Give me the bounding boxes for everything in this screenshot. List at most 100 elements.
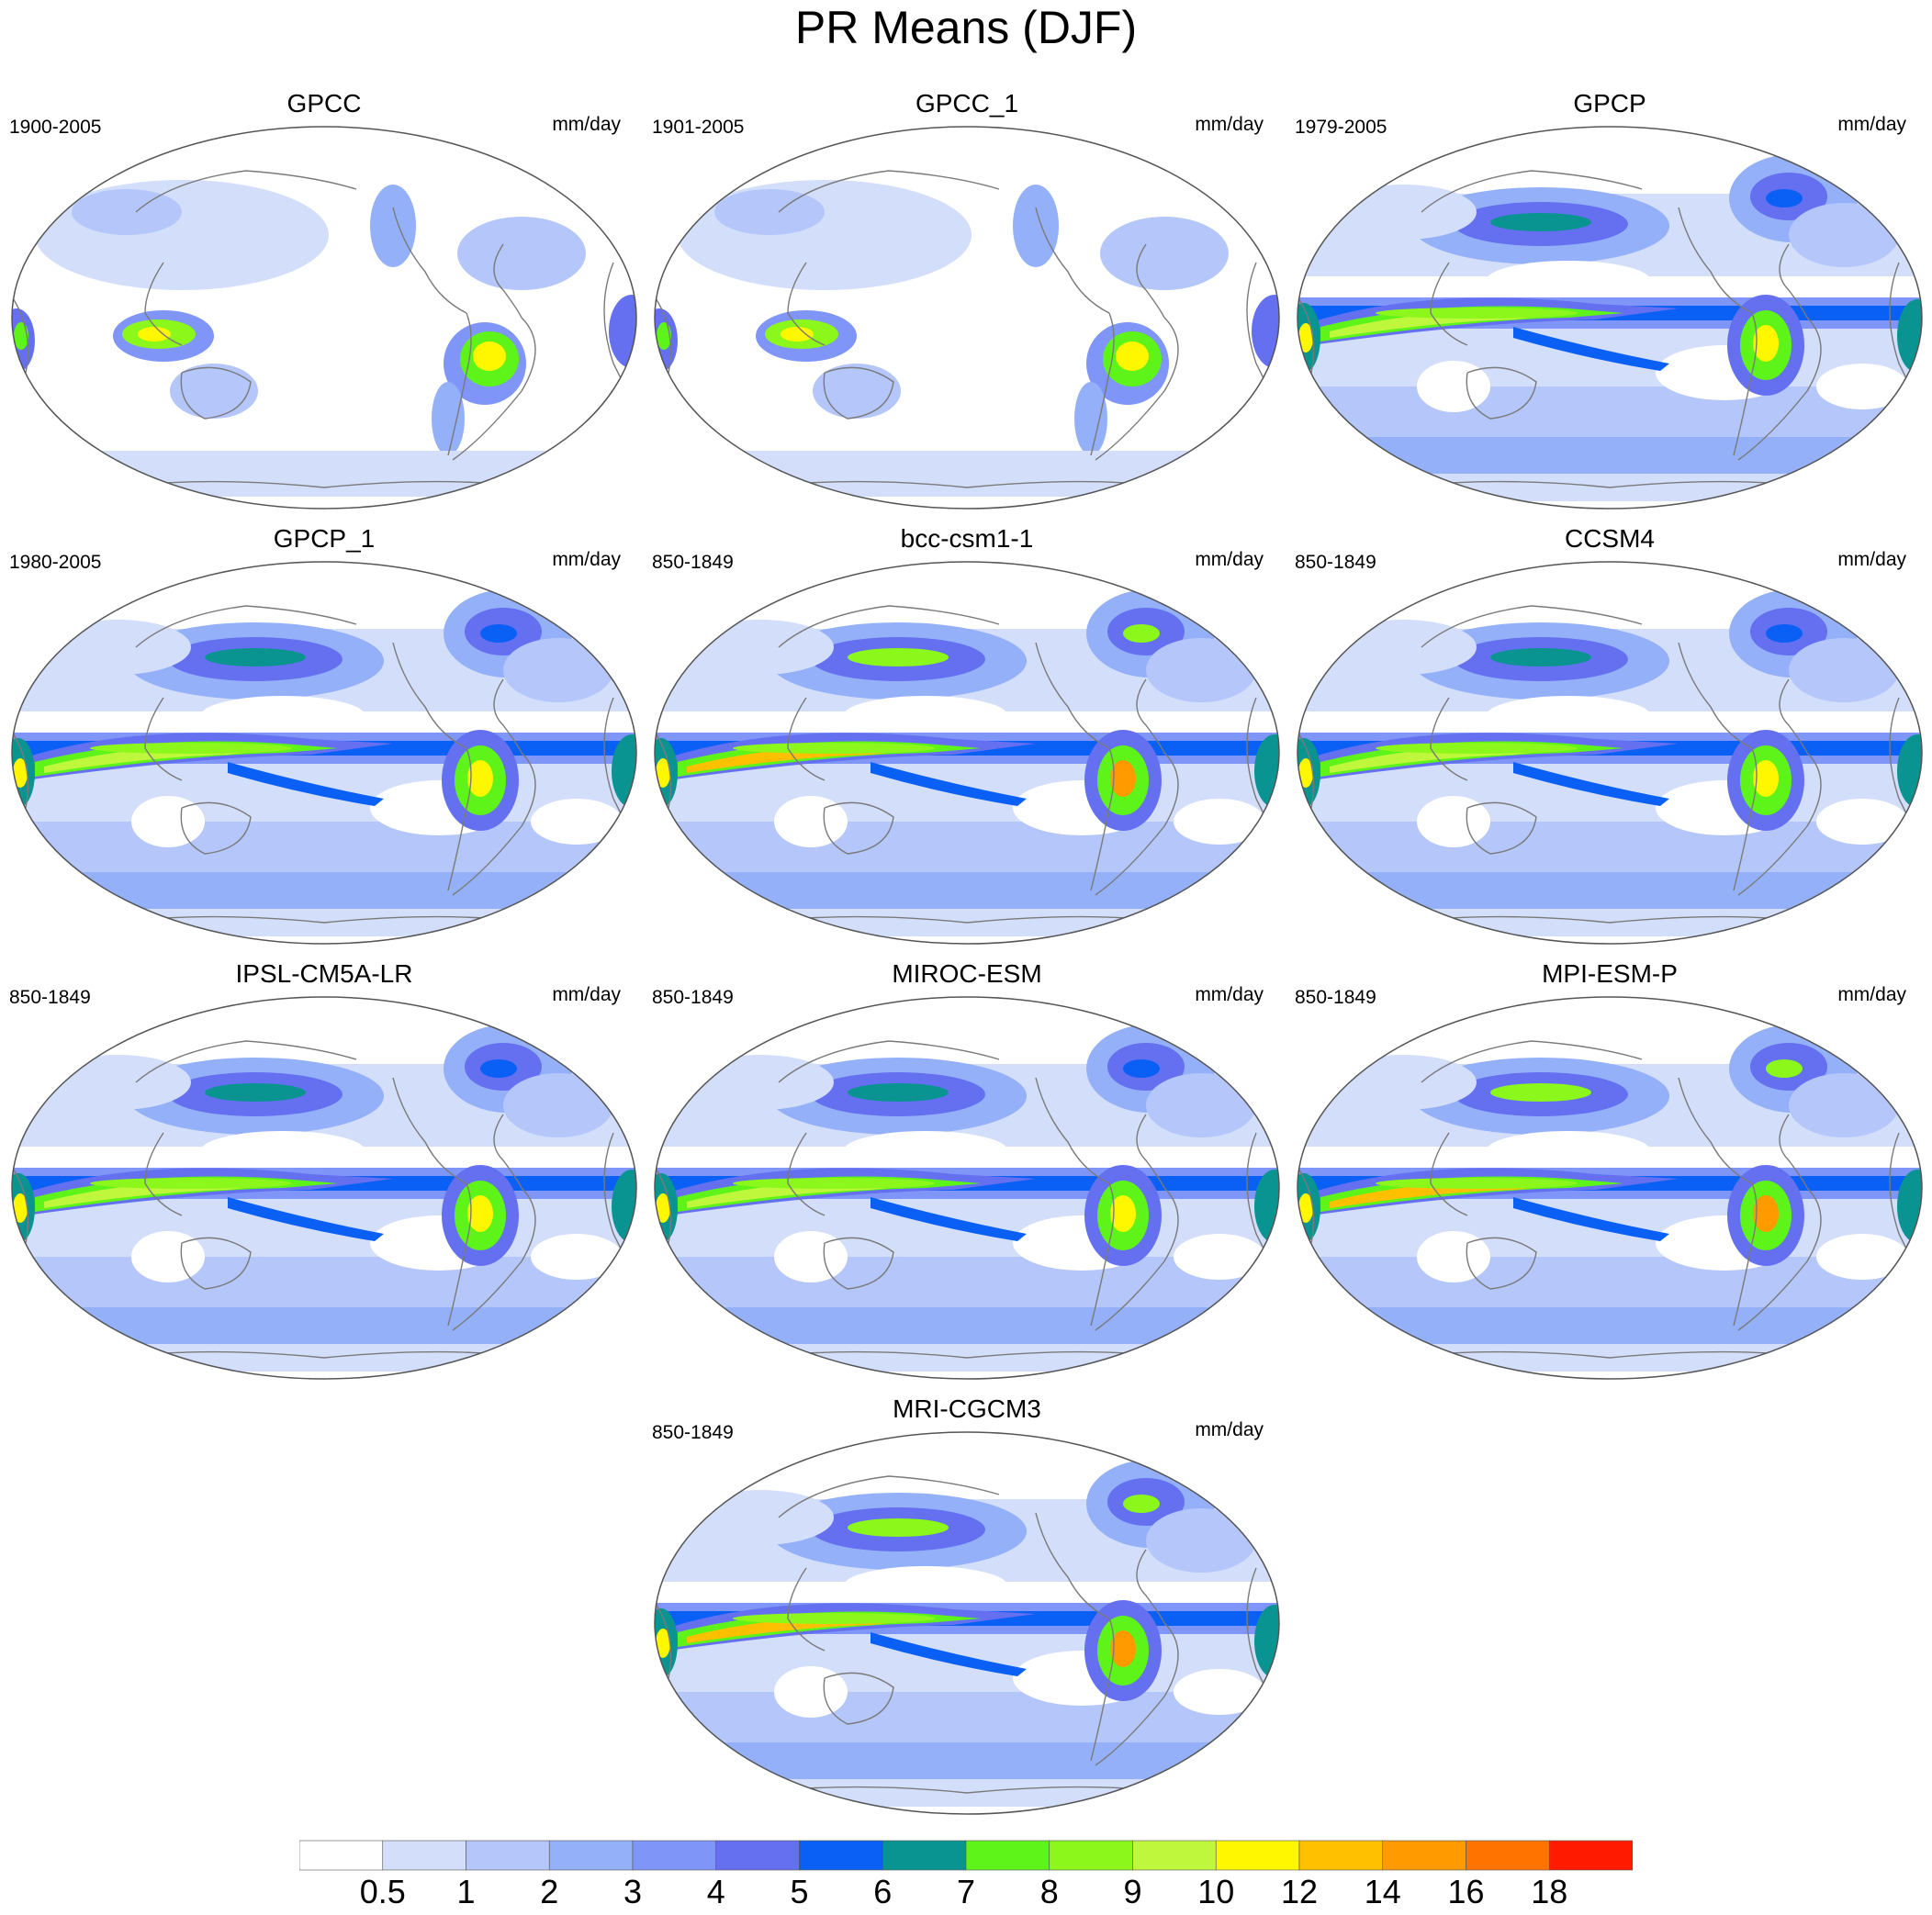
north-america-east-coast — [1136, 678, 1165, 754]
colorbar-box — [1382, 1840, 1466, 1871]
itcz-north-branch — [90, 743, 292, 754]
australia-coast — [180, 366, 252, 420]
colorbar-label: 10 — [1197, 1873, 1235, 1910]
arctic-coast — [778, 1040, 1000, 1083]
americas-west-coast — [392, 1077, 467, 1184]
spcz — [228, 1197, 384, 1241]
south-america-east-coast — [1737, 752, 1822, 896]
spcz — [1513, 327, 1669, 371]
colorbar-label: 8 — [1039, 1873, 1059, 1910]
south-america-east-coast — [452, 1187, 536, 1331]
colorbar-box — [1298, 1840, 1384, 1871]
colorbar-box — [466, 1840, 550, 1871]
siberia-light — [1330, 1055, 1477, 1110]
precip-map — [11, 561, 637, 945]
maritime-continent-core — [138, 327, 171, 342]
itcz-north-branch — [733, 1178, 935, 1189]
south-america-west-coast — [1090, 747, 1115, 891]
colorbar-label: 12 — [1280, 1873, 1319, 1910]
nh-subtropic-dry — [200, 1131, 365, 1171]
africa-convection-core — [1298, 758, 1313, 788]
siberia-precip — [714, 189, 825, 235]
europe-precip — [503, 1073, 613, 1137]
precip-field — [1297, 154, 1922, 501]
siberia-light — [687, 620, 834, 675]
americas-west-coast — [1678, 207, 1753, 314]
africa-convection-east — [1254, 1605, 1279, 1678]
nh-subtropic-dry — [1486, 696, 1651, 736]
precip-field — [12, 589, 636, 936]
north-america-east-coast — [1779, 678, 1808, 754]
n-america-precip — [1100, 217, 1229, 290]
colorbar-label: 18 — [1531, 1873, 1568, 1910]
panel-title: GPCP — [1573, 89, 1646, 118]
amazon-convection-core — [1110, 1195, 1136, 1232]
north-america-east-coast — [493, 1114, 522, 1189]
colorbar-label: 7 — [956, 1873, 976, 1910]
south-america-east-coast — [1095, 317, 1179, 461]
south-america-west-coast — [1733, 747, 1758, 891]
colorbar-label: 14 — [1364, 1873, 1401, 1910]
andes-precip — [432, 382, 465, 455]
n-pacific-storm-core — [1490, 1083, 1591, 1102]
nh-subtropic-dry — [200, 696, 365, 736]
map-panel: MIROC-ESM 850-1849 mm/day — [650, 958, 1284, 1380]
precip-map — [1297, 561, 1923, 945]
map-border — [1297, 996, 1923, 1380]
panel-title: MPI-ESM-P — [1542, 959, 1678, 988]
n-atlantic-storm-core — [1123, 624, 1160, 643]
colorbar-label: 2 — [540, 1873, 559, 1910]
africa-precip-core — [14, 322, 28, 350]
siberia-light — [687, 1055, 834, 1110]
panel-units: mm/day — [1837, 114, 1906, 135]
map-panel: GPCC_1 1901-2005 mm/day — [650, 88, 1284, 510]
south-america-east-coast — [1095, 752, 1179, 896]
n-pacific-storm-core — [205, 1083, 306, 1102]
panel-units: mm/day — [552, 984, 621, 1005]
south-america-east-coast — [452, 752, 536, 896]
n-atlantic-storm-core — [1123, 1495, 1160, 1513]
colorbar-box — [632, 1840, 717, 1871]
panel-period: 850-1849 — [652, 987, 734, 1008]
map-border — [654, 1431, 1280, 1815]
precip-field — [655, 1025, 1279, 1372]
nh-subtropic-dry — [843, 1131, 1008, 1171]
n-pacific-storm-core — [848, 648, 949, 666]
nw-america-coast-precip — [370, 185, 416, 267]
africa-convection-core — [656, 758, 670, 788]
amazon-precip-core — [1116, 342, 1149, 371]
panel-period: 1901-2005 — [652, 117, 745, 138]
arctic-coast — [135, 170, 357, 213]
colorbar-box — [1548, 1840, 1633, 1871]
africa-convection-core — [1298, 1193, 1313, 1223]
south-america-west-coast — [447, 312, 472, 456]
africa-convection-core — [656, 1629, 670, 1658]
panel-title: CCSM4 — [1564, 524, 1655, 553]
itcz-north-branch — [1376, 743, 1578, 754]
australia-dry — [131, 1231, 205, 1282]
panel-period: 850-1849 — [9, 987, 91, 1008]
spcz — [871, 1197, 1027, 1241]
n-pacific-storm-core — [1490, 213, 1591, 231]
panel-period: 850-1849 — [1295, 987, 1376, 1008]
australia-coast — [1466, 1237, 1537, 1290]
amazon-convection-core — [1110, 760, 1136, 797]
east-asia-coast — [1430, 1132, 1468, 1216]
europe-precip — [1146, 1508, 1256, 1573]
australia-coast — [180, 1237, 252, 1290]
australia-dry — [1417, 796, 1490, 847]
antarctic-light-band — [655, 451, 1279, 497]
sh-storm-track-core — [12, 872, 636, 909]
asia-light-precip — [35, 180, 329, 290]
nh-subtropic-dry — [1486, 1131, 1651, 1171]
south-america-east-coast — [452, 317, 536, 461]
east-asia-coast — [144, 697, 183, 781]
americas-west-coast — [1035, 1077, 1110, 1184]
north-america-east-coast — [1136, 1549, 1165, 1624]
south-america-east-coast — [1737, 317, 1822, 461]
north-america-east-coast — [1136, 1114, 1165, 1189]
s-atlantic-dry — [1816, 799, 1908, 845]
precip-field — [1297, 1025, 1922, 1372]
colorbar-label: 6 — [873, 1873, 893, 1910]
australia-dry — [774, 796, 848, 847]
